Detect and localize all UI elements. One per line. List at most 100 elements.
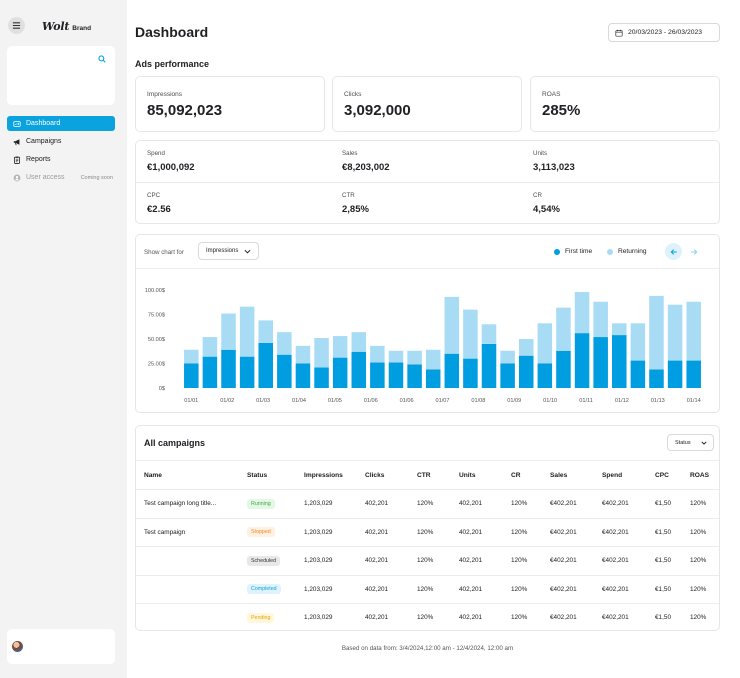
- chart-metric-select[interactable]: Impressions: [198, 242, 259, 260]
- column-header-clicks[interactable]: Clicks: [365, 460, 417, 490]
- bar-returning: [425, 349, 441, 370]
- cell-cr: 120%: [511, 575, 550, 604]
- metric-value: €1,000,092: [147, 162, 195, 173]
- campaigns-table: Name Status Impressions Clicks CTR Units…: [136, 460, 719, 630]
- table-row[interactable]: Completed 1,203,029 402,201 120% 402,201 120%…: [136, 575, 719, 604]
- table-row[interactable]: Pending 1,203,029 402,201 120% 402,201 120% €4…: [136, 603, 719, 630]
- chart-card: Show chart for Impressions First time Re…: [135, 234, 720, 413]
- cell-roas: 120%: [690, 575, 719, 604]
- cell-impressions: 1,203,029: [304, 603, 365, 630]
- kpi-value: 85,092,023: [147, 102, 223, 119]
- kpi-label: Impressions: [147, 91, 183, 98]
- bar-returning: [258, 320, 273, 343]
- chevron-down-icon: [244, 249, 251, 254]
- search-icon[interactable]: [98, 55, 106, 63]
- bar-returning: [351, 332, 367, 352]
- cell-spend: €402,201: [602, 546, 655, 576]
- sidebar-item-campaigns[interactable]: Campaigns: [7, 134, 115, 149]
- kpi-value: 3,092,000: [344, 102, 411, 119]
- metric-label: CPC: [147, 192, 161, 199]
- cell-roas: 120%: [690, 546, 719, 576]
- bar-first-time: [239, 356, 255, 388]
- status-filter-select[interactable]: Status: [667, 434, 714, 451]
- y-tick-label: 100.00$: [145, 288, 166, 294]
- bar-first-time: [518, 355, 534, 388]
- cell-status: Completed: [247, 575, 304, 604]
- chart-prev-button[interactable]: [665, 243, 682, 260]
- megaphone-icon: [13, 138, 20, 145]
- cell-status: Running: [247, 489, 304, 519]
- cell-units: 402,201: [459, 546, 511, 576]
- cell-cr: 120%: [511, 546, 550, 576]
- column-header-roas[interactable]: ROAS: [690, 460, 719, 490]
- metric-sales: Sales €8,203,002: [342, 150, 390, 173]
- x-tick-label: 01/11: [579, 398, 593, 404]
- chart-header-divider: [136, 268, 719, 269]
- column-header-sales[interactable]: Sales: [550, 460, 602, 490]
- column-header-name[interactable]: Name: [136, 460, 247, 490]
- chart-next-button[interactable]: [685, 243, 702, 260]
- x-tick-label: 01/08: [471, 398, 485, 404]
- legend-dot-returning: [607, 248, 613, 255]
- bar-first-time: [686, 360, 701, 388]
- legend-label: First time: [565, 248, 593, 255]
- sidebar-item-dashboard[interactable]: Dashboard: [7, 116, 115, 131]
- status-badge: Scheduled: [247, 555, 281, 566]
- column-header-units[interactable]: Units: [459, 460, 511, 490]
- column-header-spend[interactable]: Spend: [602, 460, 655, 490]
- bar-first-time: [258, 342, 273, 388]
- cell-cpc: €1,50: [655, 489, 690, 519]
- column-header-status[interactable]: Status: [247, 460, 304, 490]
- campaigns-card: All campaigns Status Name Status Impress…: [135, 425, 720, 631]
- cell-roas: 120%: [690, 518, 719, 547]
- column-header-impressions[interactable]: Impressions: [304, 460, 365, 490]
- bar-returning: [556, 307, 571, 351]
- cell-sales: €402,201: [550, 603, 602, 630]
- bar-first-time: [407, 364, 422, 388]
- bar-first-time: [463, 358, 478, 388]
- table-row[interactable]: Test campaign long title... Running 1,203,…: [136, 489, 719, 519]
- user-profile-card[interactable]: [7, 629, 115, 664]
- table-row[interactable]: Scheduled 1,203,029 402,201 120% 402,201 120%…: [136, 546, 719, 576]
- bar-returning: [221, 313, 236, 350]
- bar-returning: [202, 337, 218, 357]
- x-tick-label: 01/05: [328, 398, 342, 404]
- bar-first-time: [667, 360, 683, 388]
- x-tick-label: 01/04: [292, 398, 306, 404]
- bar-first-time: [556, 350, 571, 388]
- sidebar-item-label: Dashboard: [26, 120, 61, 127]
- cell-name: [136, 546, 247, 576]
- bar-first-time: [295, 363, 311, 388]
- cell-units: 402,201: [459, 489, 511, 519]
- cell-sales: €402,201: [550, 575, 602, 604]
- metrics-divider: [136, 182, 719, 183]
- cell-ctr: 120%: [417, 546, 459, 576]
- search-box[interactable]: [7, 46, 115, 105]
- bar-returning: [277, 332, 292, 355]
- bar-first-time: [277, 354, 292, 388]
- brand-logo[interactable]: Wolt Brand: [42, 20, 91, 33]
- kpi-clicks: Clicks 3,092,000: [332, 76, 522, 132]
- y-tick-label: 75.00$: [148, 313, 166, 319]
- metrics-card: Spend €1,000,092 Sales €8,203,002 Units …: [135, 140, 720, 224]
- bar-returning: [667, 304, 683, 361]
- sidebar-item-reports[interactable]: Reports: [7, 152, 115, 167]
- menu-toggle-button[interactable]: [8, 17, 25, 34]
- column-header-cpc[interactable]: CPC: [655, 460, 690, 490]
- bar-first-time: [593, 337, 608, 388]
- cell-roas: 120%: [690, 603, 719, 630]
- column-header-cr[interactable]: CR: [511, 460, 550, 490]
- x-tick-label: 01/13: [651, 398, 665, 404]
- table-row[interactable]: Test campaign Stopped 1,203,029 402,201 120%…: [136, 518, 719, 547]
- bar-returning: [332, 336, 348, 358]
- cell-impressions: 1,203,029: [304, 575, 365, 604]
- legend-first-time: First time: [554, 248, 592, 255]
- sidebar-item-label: Campaigns: [26, 138, 62, 145]
- column-header-ctr[interactable]: CTR: [417, 460, 459, 490]
- bar-first-time: [481, 343, 497, 388]
- bar-returning: [537, 323, 553, 364]
- date-range-picker[interactable]: 20/03/2023 - 26/03/2023: [608, 23, 720, 42]
- cell-spend: €402,201: [602, 575, 655, 604]
- avatar[interactable]: [12, 641, 23, 652]
- sidebar-nav: Dashboard Campaigns Reports User access …: [7, 116, 115, 188]
